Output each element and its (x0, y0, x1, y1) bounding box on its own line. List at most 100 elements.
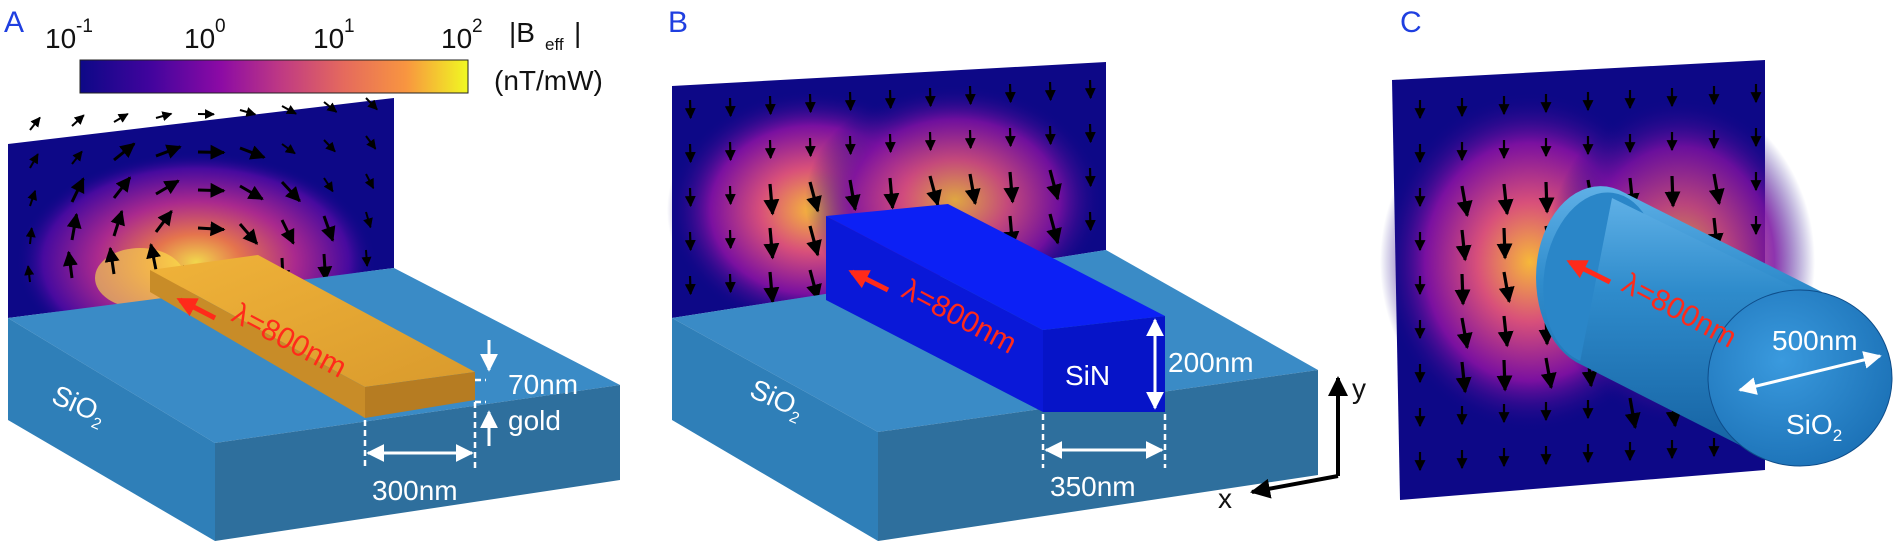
field-arrow-icon (62, 250, 78, 279)
field-arrow-icon (1538, 181, 1555, 214)
field-arrow-icon (1456, 317, 1473, 350)
field-arrow-icon (364, 173, 375, 190)
thickness-label-a: 70nm (508, 369, 578, 400)
field-arrow-icon (684, 143, 696, 164)
axis-y-label: y (1352, 373, 1366, 404)
field-arrow-icon (806, 225, 822, 257)
field-arrow-icon (238, 223, 259, 245)
field-arrow-icon (281, 105, 297, 115)
field-arrow-icon (197, 182, 226, 198)
colorbar-gradient (79, 59, 469, 94)
field-arrow-icon (1455, 229, 1472, 262)
field-arrow-icon (684, 231, 696, 252)
field-arrow-icon (323, 177, 334, 193)
field-arrow-icon (1084, 167, 1096, 188)
field-arrow-icon (323, 101, 338, 113)
colorbar-tick-base: 10 (441, 23, 472, 54)
panel-b-letter: B (668, 6, 688, 39)
diameter-label-c: 500nm (1772, 325, 1858, 356)
colorbar-unit: (nT/mW) (494, 65, 603, 96)
core-label-b: SiN (1065, 360, 1110, 391)
colorbar: 10 -1 10 0 10 1 10 2 |B eff | (nT/mW) (45, 16, 603, 96)
field-arrow-icon (764, 95, 776, 116)
colorbar-tick-base: 10 (313, 23, 344, 54)
colorbar-tick-base: 10 (45, 23, 76, 54)
field-arrow-icon (1003, 171, 1020, 204)
field-arrow-icon (1664, 175, 1681, 208)
field-arrow-icon (1084, 123, 1096, 144)
field-arrow-icon (964, 129, 976, 150)
field-arrow-icon (154, 209, 173, 233)
gold-strip-top (150, 255, 475, 387)
field-arrow-icon (146, 243, 161, 271)
field-arrow-icon (197, 221, 226, 237)
field-arrow-icon (70, 177, 85, 203)
field-arrow-icon (365, 97, 378, 111)
field-arrow-icon (281, 143, 296, 155)
field-arrow-icon (883, 177, 900, 210)
axes-indicator: y x (1218, 373, 1366, 514)
field-arrow-icon (724, 185, 736, 206)
field-arrow-icon (1004, 83, 1016, 104)
sin-block-left (826, 216, 1043, 412)
substrate-b-front (672, 318, 878, 541)
field-arrow-icon (1454, 273, 1471, 306)
field-arrow-icon (1004, 127, 1016, 148)
field-arrow-icon (844, 91, 856, 112)
field-arrow-icon (29, 116, 41, 131)
field-arrow-icon (27, 189, 37, 207)
colorbar-tick-exp: 2 (472, 16, 483, 37)
field-arrow-icon (113, 113, 129, 123)
axis-x-label: x (1218, 483, 1232, 514)
field-arrow-icon (361, 249, 372, 267)
field-arrow-icon (321, 215, 336, 242)
dimension-arrow-icon (1738, 351, 1882, 395)
field-arrow-icon (1046, 213, 1062, 245)
field-arrow-icon (684, 275, 696, 296)
panel-c-letter: C (1400, 6, 1422, 39)
field-arrow-icon (280, 180, 301, 203)
field-arrow-icon (844, 135, 856, 156)
field-arrow-icon (1496, 227, 1513, 260)
field-arrow-icon (365, 135, 377, 150)
field-arrow-icon (104, 246, 120, 275)
panel-c: C λ=800nm 500nm SiO2 (1380, 6, 1893, 500)
field-arrow-icon (964, 85, 976, 106)
propagation-arrow-icon (848, 269, 890, 293)
propagation-arrow-icon (176, 297, 217, 321)
field-arrow-icon (280, 219, 295, 245)
field-arrow-icon (1455, 361, 1472, 394)
substrate-a-front (8, 318, 215, 541)
colorbar-tick-exp: 1 (344, 16, 355, 37)
field-arrow-icon (155, 179, 180, 196)
field-arrow-icon (1498, 271, 1515, 304)
field-arrow-icon (684, 187, 696, 208)
colorbar-label-sub: eff (545, 35, 564, 54)
colorbar-tick-base: 10 (184, 23, 215, 54)
field-arrow-icon (884, 133, 896, 154)
panel-a-letter: A (4, 6, 24, 39)
width-label-a: 300nm (372, 475, 458, 506)
colorbar-label: |B eff | (nT/mW) (494, 17, 603, 96)
field-arrow-icon (724, 273, 736, 294)
field-arrow-icon (24, 265, 35, 283)
material-label-a: gold (508, 405, 561, 436)
field-arrow-icon (844, 179, 861, 212)
field-arrow-icon (1540, 357, 1557, 390)
field-arrow-icon (884, 89, 896, 110)
field-arrow-icon (25, 227, 36, 245)
field-arrow-icon (1084, 79, 1096, 100)
field-arrow-icon (806, 269, 822, 301)
field-arrow-icon (363, 211, 373, 229)
width-label-b: 350nm (1050, 471, 1136, 502)
field-arrow-icon (29, 153, 39, 169)
panel-a: A 10 -1 10 0 10 1 10 2 |B eff | (nT/mW) (4, 6, 620, 541)
field-arrow-icon (71, 114, 85, 127)
propagation-arrow-icon (1566, 259, 1612, 285)
colorbar-label-end: | (574, 17, 581, 48)
field-arrow-icon (113, 142, 136, 162)
field-arrow-icon (1708, 173, 1725, 206)
field-arrow-icon (724, 229, 736, 250)
field-arrow-icon (804, 137, 816, 158)
